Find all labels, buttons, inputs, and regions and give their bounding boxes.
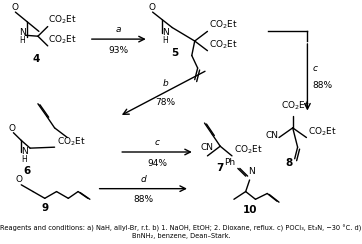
Text: N: N bbox=[248, 167, 254, 176]
Text: b: b bbox=[163, 79, 168, 88]
Text: CO$_2$Et: CO$_2$Et bbox=[234, 144, 263, 156]
Text: 4: 4 bbox=[32, 54, 40, 64]
Text: 93%: 93% bbox=[109, 46, 129, 55]
Text: 7: 7 bbox=[216, 163, 224, 173]
Text: N: N bbox=[21, 147, 28, 156]
Text: 8: 8 bbox=[285, 158, 292, 168]
Text: O: O bbox=[149, 3, 156, 12]
Text: CO$_2$Et: CO$_2$Et bbox=[210, 39, 238, 51]
Text: 88%: 88% bbox=[312, 81, 332, 90]
Text: CO$_2$Et: CO$_2$Et bbox=[48, 14, 76, 26]
Text: O: O bbox=[12, 3, 18, 12]
Text: O: O bbox=[9, 124, 16, 133]
Text: H: H bbox=[21, 155, 27, 164]
Text: Reagents and conditions: a) NaH, allyl-Br, r.t. b) 1. NaOH, EtOH; 2. Dioxane, re: Reagents and conditions: a) NaH, allyl-B… bbox=[0, 225, 362, 239]
Text: CO$_2$Et: CO$_2$Et bbox=[210, 19, 238, 31]
Text: CO$_2$Et: CO$_2$Et bbox=[48, 34, 76, 46]
Text: 9: 9 bbox=[41, 203, 49, 213]
Text: H: H bbox=[19, 36, 25, 45]
Text: Ph: Ph bbox=[224, 158, 235, 167]
Text: 94%: 94% bbox=[147, 159, 167, 168]
Text: CN: CN bbox=[201, 143, 214, 152]
Text: 10: 10 bbox=[242, 205, 257, 215]
Text: d: d bbox=[140, 175, 146, 184]
Text: a: a bbox=[116, 25, 122, 34]
Text: H: H bbox=[163, 36, 168, 45]
Text: O: O bbox=[15, 175, 22, 184]
Text: 78%: 78% bbox=[155, 98, 175, 107]
Text: c: c bbox=[312, 64, 317, 73]
Text: N: N bbox=[163, 28, 169, 37]
Text: CO$_2$Et: CO$_2$Et bbox=[281, 100, 310, 112]
Text: CO$_2$Et: CO$_2$Et bbox=[56, 135, 85, 148]
Text: 5: 5 bbox=[172, 49, 179, 59]
Text: CO$_2$Et: CO$_2$Et bbox=[308, 126, 337, 138]
Text: CN: CN bbox=[265, 131, 278, 140]
Text: 6: 6 bbox=[24, 166, 31, 176]
Text: c: c bbox=[155, 138, 160, 147]
Text: 88%: 88% bbox=[133, 195, 153, 204]
Text: N: N bbox=[19, 28, 26, 37]
